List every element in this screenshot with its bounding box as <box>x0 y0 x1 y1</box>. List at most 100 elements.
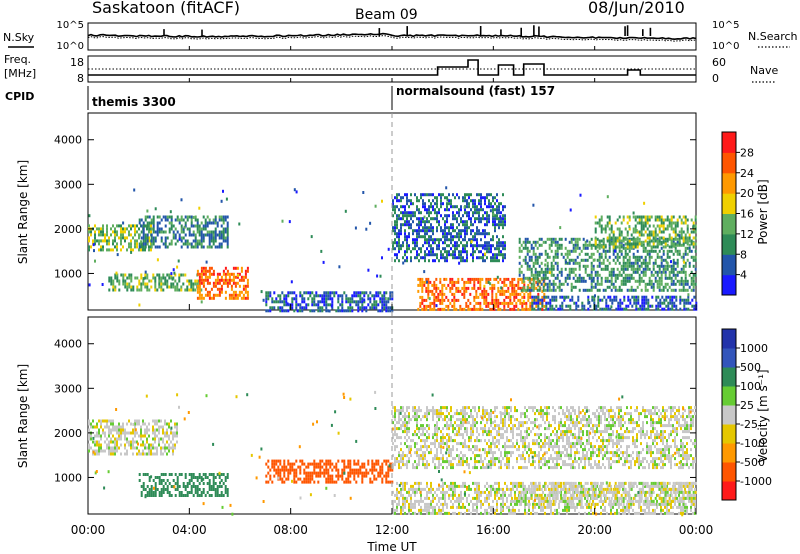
data-cell <box>164 276 167 280</box>
nave-tick-top: 60 <box>712 56 726 69</box>
data-cell <box>341 300 344 304</box>
data-cell <box>558 481 560 485</box>
data-cell <box>482 253 484 257</box>
data-cell <box>355 468 358 472</box>
data-cell <box>198 482 201 485</box>
data-cell <box>414 211 416 215</box>
data-cell <box>299 309 302 313</box>
data-cell <box>467 304 470 308</box>
data-cell <box>122 245 124 249</box>
data-cell <box>496 217 498 221</box>
data-cell <box>456 241 458 245</box>
data-cell <box>102 233 104 237</box>
data-cell <box>363 300 366 304</box>
data-cell <box>293 188 296 192</box>
data-cell <box>461 286 464 290</box>
data-cell <box>486 250 488 254</box>
data-cell <box>636 267 639 271</box>
data-cell <box>424 232 426 236</box>
data-cell <box>590 264 593 268</box>
data-cell <box>466 241 468 245</box>
data-cell <box>102 245 104 249</box>
data-cell <box>273 462 276 466</box>
data-cell <box>660 230 663 234</box>
data-cell <box>674 224 677 228</box>
data-cell <box>301 462 304 466</box>
data-cell <box>432 199 434 203</box>
data-cell <box>416 256 418 260</box>
data-cell <box>669 301 672 305</box>
data-cell <box>501 301 504 305</box>
data-cell <box>412 487 414 491</box>
data-cell <box>554 276 557 280</box>
data-cell <box>204 218 207 222</box>
data-cell <box>664 258 667 262</box>
data-cell <box>210 485 213 488</box>
data-cell <box>279 306 282 310</box>
data-cell <box>528 508 530 512</box>
data-cell <box>452 496 454 500</box>
data-cell <box>443 292 446 296</box>
data-cell <box>120 428 122 432</box>
data-cell <box>648 236 651 240</box>
data-cell <box>684 273 687 277</box>
data-cell <box>267 294 270 298</box>
data-cell <box>126 452 128 456</box>
data-cell <box>468 493 470 497</box>
data-cell <box>646 267 649 271</box>
data-cell <box>303 462 306 466</box>
data-cell <box>146 288 149 292</box>
data-cell <box>495 295 498 299</box>
data-cell <box>192 485 195 488</box>
data-cell <box>351 471 354 475</box>
data-cell <box>618 233 621 237</box>
data-cell <box>220 236 223 240</box>
data-cell <box>88 230 90 234</box>
data-cell <box>638 237 641 241</box>
data-cell <box>389 291 392 295</box>
data-cell <box>444 256 446 260</box>
data-cell <box>612 282 615 286</box>
data-cell <box>462 244 464 248</box>
data-cell <box>98 449 100 453</box>
data-cell <box>504 214 506 218</box>
data-cell <box>514 493 516 497</box>
data-cell <box>158 279 161 283</box>
data-cell <box>196 284 199 288</box>
data-cell <box>174 285 177 289</box>
data-cell <box>132 446 134 450</box>
data-cell <box>114 239 116 243</box>
data-cell <box>672 273 675 277</box>
data-cell <box>608 246 611 250</box>
data-cell <box>204 233 207 237</box>
data-cell <box>498 226 500 230</box>
data-cell <box>160 437 162 441</box>
data-cell <box>570 240 573 244</box>
data-cell <box>455 289 458 293</box>
data-cell <box>341 306 344 310</box>
data-cell <box>385 480 388 484</box>
data-cell <box>470 199 472 203</box>
data-cell <box>679 295 682 299</box>
data-cell <box>102 428 104 432</box>
data-cell <box>657 295 660 299</box>
data-cell <box>549 304 552 308</box>
data-cell <box>204 275 207 279</box>
data-cell <box>674 230 677 234</box>
data-cell <box>439 277 442 281</box>
data-cell <box>171 277 174 281</box>
data-cell <box>650 270 653 274</box>
data-cell <box>309 309 312 313</box>
data-cell <box>335 474 338 478</box>
data-cell <box>176 288 179 292</box>
data-cell <box>394 241 396 245</box>
data-cell <box>442 484 444 488</box>
data-cell <box>596 279 599 283</box>
data-cell <box>480 244 482 248</box>
data-cell <box>494 256 496 260</box>
data-cell <box>438 208 440 212</box>
data-cell <box>130 279 133 283</box>
data-cell <box>618 227 621 231</box>
data-cell <box>418 502 420 506</box>
data-cell <box>424 505 426 509</box>
